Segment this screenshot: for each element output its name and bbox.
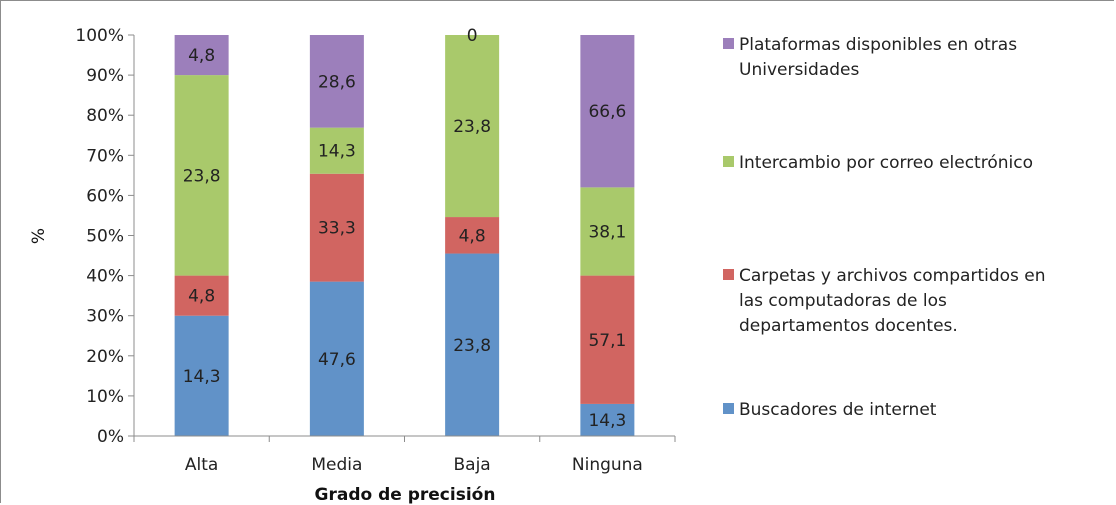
legend-label: las computadoras de los [739,291,947,311]
bar-segment [445,217,500,254]
y-tick-label: 80% [86,106,124,126]
legend-swatch [723,38,734,49]
bar-segment [309,35,364,128]
bar-segment [580,35,635,188]
data-label: 23,8 [453,117,491,137]
data-label: 14,3 [588,411,626,431]
x-tick-label: Alta [185,455,218,475]
y-tick-label: 70% [86,146,124,166]
y-tick-label: 100% [75,26,124,46]
legend-label: Buscadores de internet [739,400,937,420]
data-label: 47,6 [318,350,356,370]
y-tick-label: 10% [86,387,124,407]
y-tick-label: 40% [86,267,124,287]
legend-label: Universidades [739,60,859,80]
y-axis-title: % [29,228,49,244]
data-label: 4,8 [188,287,215,307]
bar-segment [174,315,229,436]
y-tick-label: 20% [86,347,124,367]
data-label: 28,6 [318,72,356,92]
bars: 14,3 4,8 23,8 4,8 47,6 33,3 14,3 28,6 23,8 4,8 23,… [174,26,635,436]
bar-segment [445,35,500,218]
y-tick-label: 60% [86,186,124,206]
y-tick-label: 30% [86,307,124,327]
bar-segment [174,275,229,316]
y-tick-label: 0% [97,427,124,447]
bar-segment [580,275,635,404]
data-label: 14,3 [318,142,356,162]
legend-swatch [723,269,734,280]
x-tick-label: Ninguna [572,455,643,475]
data-label: 0 [467,26,478,46]
data-label: 14,3 [183,367,221,387]
bar-segment [174,35,229,76]
legend-label: Intercambio por correo electrónico [739,153,1033,173]
data-label: 38,1 [588,222,626,242]
legend-label: Carpetas y archivos compartidos en [739,266,1046,286]
bar-segment [445,253,500,436]
legend-label: Plataformas disponibles en otras [739,35,1017,55]
data-label: 57,1 [588,331,626,351]
y-tick-label: 50% [86,227,124,247]
data-label: 23,8 [453,336,491,356]
legend-swatch [723,156,734,167]
x-tick-label: Baja [454,455,491,475]
data-label: 23,8 [183,166,221,186]
x-tick-label: Media [311,455,362,475]
legend-swatch [723,403,734,414]
y-axis-ticks: 0% 10% 20% 30% 40% 50% 60% 70% 80% 90% 100% [75,26,135,447]
legend-label: departamentos docentes. [739,316,958,336]
legend: Plataformas disponibles en otras Universi… [723,35,1046,420]
data-label: 66,6 [588,102,626,122]
bar-segment [580,187,635,276]
y-tick-label: 90% [86,66,124,86]
bar-segment [309,281,364,436]
bar-segment [580,403,635,436]
bar-segment [174,75,229,276]
x-axis: Alta Media Baja Ninguna [133,435,676,475]
x-axis-title: Grado de precisión [315,485,496,505]
bar-segment [309,127,364,174]
bar-segment [309,173,364,282]
data-label: 4,8 [459,226,486,246]
data-label: 4,8 [188,46,215,66]
data-label: 33,3 [318,219,356,239]
